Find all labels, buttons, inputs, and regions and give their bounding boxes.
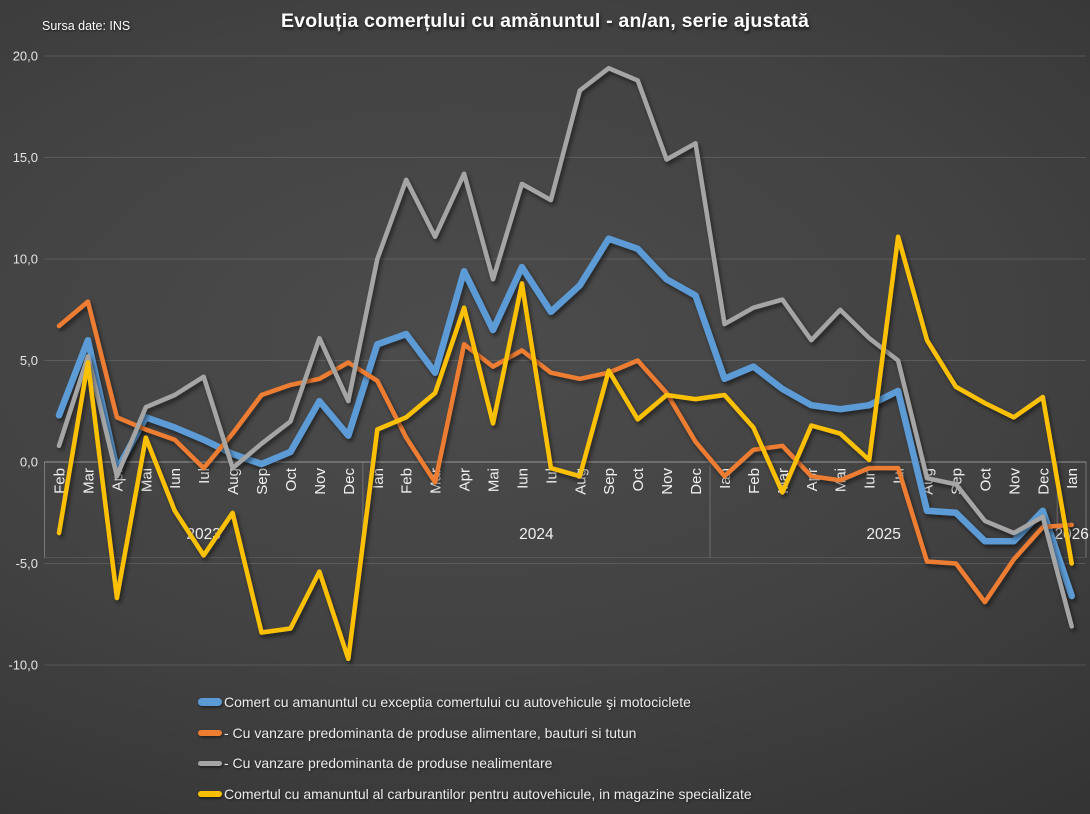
month-label: Feb — [399, 468, 416, 494]
month-label: Nov — [1006, 468, 1023, 495]
month-label: Iun — [862, 468, 879, 489]
month-label: Iul — [196, 468, 213, 484]
y-tick-label: 20,0 — [13, 49, 38, 64]
series-line-1 — [56, 299, 1074, 605]
month-label: Nov — [312, 468, 329, 495]
month-label: Mar — [80, 468, 97, 494]
year-label: 2025 — [866, 526, 900, 543]
legend-item: - Cu vanzare predominanta de produse nea… — [198, 748, 752, 779]
month-label: Iun — [514, 468, 531, 489]
series-line-2 — [56, 65, 1074, 629]
legend-label: - Cu vanzare predominanta de produse ali… — [224, 724, 637, 741]
legend-label: - Cu vanzare predominanta de produse nea… — [224, 755, 553, 772]
month-label: Apr — [109, 468, 126, 491]
y-tick-label: 5,0 — [20, 353, 38, 368]
month-label: Iun — [167, 468, 184, 489]
legend: Comert cu amanuntul cu exceptia comertul… — [198, 687, 752, 809]
month-label: Feb — [52, 468, 69, 494]
legend-swatch — [198, 791, 222, 797]
legend-item: Comert cu amanuntul cu exceptia comertul… — [198, 687, 752, 718]
month-label: Iul — [543, 468, 560, 484]
month-label: Apr — [457, 468, 474, 491]
year-label: 2024 — [519, 526, 554, 543]
month-label: Nov — [659, 468, 676, 495]
series-line-3 — [56, 234, 1074, 662]
legend-label: Comertul cu amanuntul al carburantilor p… — [224, 785, 752, 802]
month-label: Feb — [746, 468, 763, 494]
legend-swatch — [198, 730, 222, 736]
month-label: Dec — [688, 468, 705, 495]
source-note: Sursa date: INS — [42, 19, 131, 33]
month-label: Dec — [341, 468, 358, 495]
month-label: Mai — [486, 468, 503, 492]
y-tick-label: 15,0 — [13, 150, 38, 165]
y-tick-label: 10,0 — [13, 252, 38, 267]
axis-band — [44, 461, 1087, 558]
legend-label: Comert cu amanuntul cu exceptia comertul… — [224, 694, 691, 711]
y-tick-label: -5,0 — [16, 556, 38, 571]
year-label: 2026 — [1054, 526, 1088, 543]
month-label: Ian — [1064, 468, 1081, 489]
month-label: Mai — [138, 468, 155, 492]
month-label: Aug — [225, 468, 242, 495]
month-label: Sep — [601, 468, 618, 495]
legend-item: - Cu vanzare predominanta de produse ali… — [198, 718, 752, 749]
page-title: Evoluția comerțului cu amănuntul - an/an… — [280, 10, 810, 32]
month-label: Oct — [630, 467, 647, 491]
month-label: Sep — [254, 468, 271, 495]
y-tick-label: -10,0 — [8, 658, 38, 673]
legend-item: Comertul cu amanuntul al carburantilor p… — [198, 779, 752, 810]
legend-swatch — [198, 698, 222, 707]
y-tick-label: 0,0 — [20, 455, 38, 470]
month-label: Dec — [1035, 468, 1052, 495]
month-label: Oct — [977, 467, 994, 491]
legend-swatch — [198, 760, 222, 766]
month-label: Oct — [283, 467, 300, 491]
